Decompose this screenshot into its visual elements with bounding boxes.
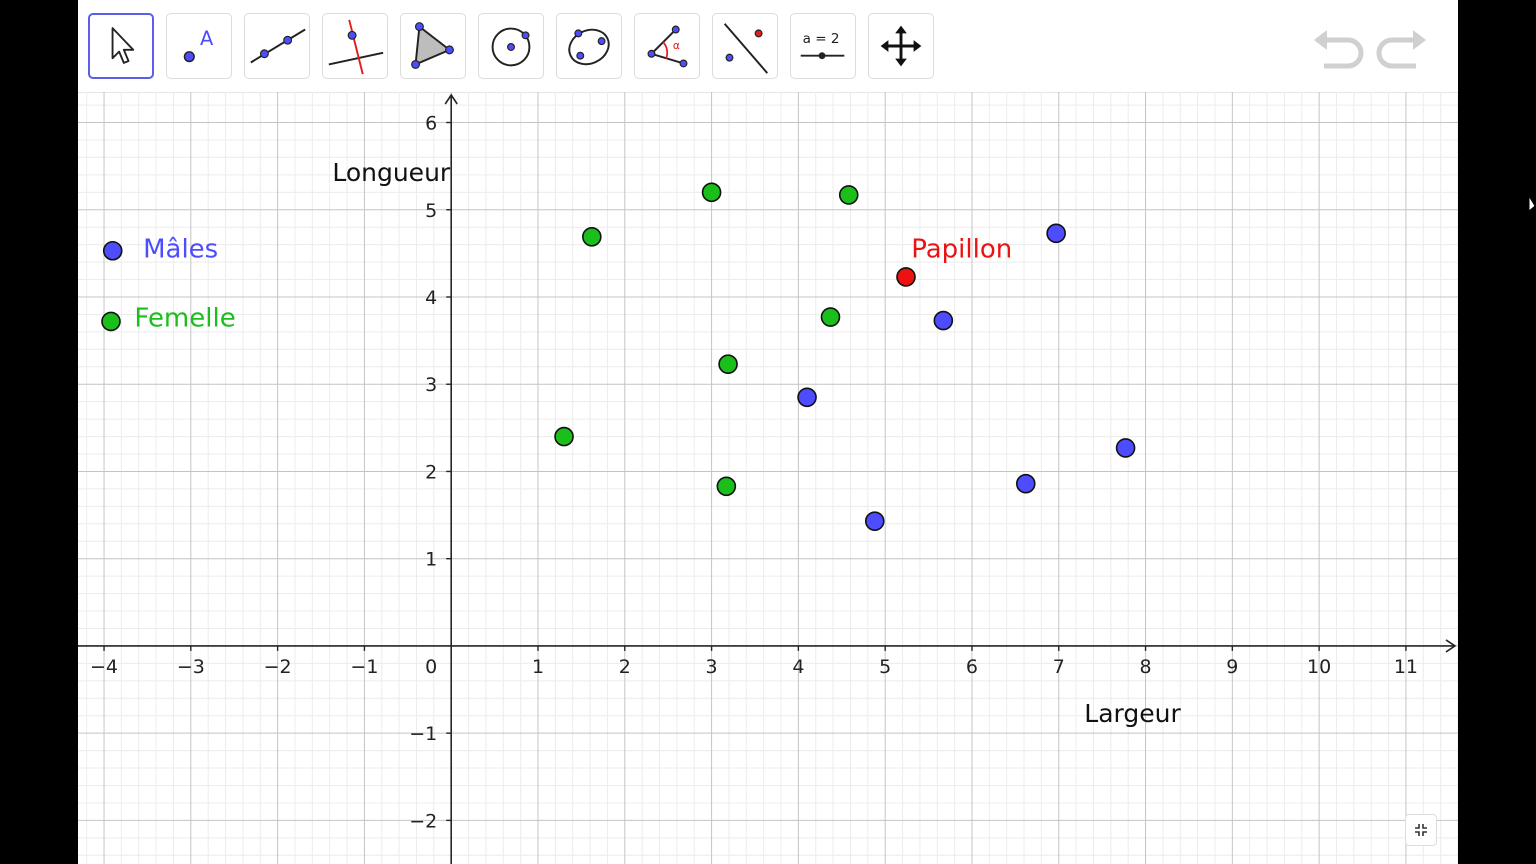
male-point[interactable]	[1015, 473, 1036, 494]
y-tick-label: 1	[425, 549, 437, 571]
redo-button[interactable]	[1374, 22, 1430, 74]
angle-tool-button[interactable]: α	[634, 13, 700, 79]
polygon-tool-button[interactable]	[400, 13, 466, 79]
female-point[interactable]	[716, 476, 737, 497]
x-tick-label: −4	[90, 656, 118, 678]
graphics-view[interactable]: −4 −3 −2 −1 1 2 3 4 5 6 7 8 9 10 11 −2 −1 1 2 3 4 5 6 0 Largeur L…	[78, 92, 1458, 864]
male-point[interactable]	[797, 387, 817, 408]
x-tick-label: −3	[177, 656, 205, 678]
cursor-arrow-icon	[1528, 194, 1536, 213]
reflect-tool-button[interactable]	[712, 13, 778, 79]
perpendicular-line-tool-button[interactable]	[322, 13, 388, 79]
toolbar: A	[78, 0, 1458, 93]
female-point[interactable]	[554, 426, 574, 447]
y-tick-label: 2	[425, 461, 437, 483]
x-tick-label: 11	[1394, 656, 1418, 678]
x-tick-label: 5	[879, 656, 891, 678]
y-tick-label: −2	[409, 810, 437, 832]
conic-tool-button[interactable]	[556, 13, 622, 79]
circle-tool-button[interactable]	[478, 13, 544, 79]
collapse-arrows-icon	[1415, 824, 1427, 836]
legend-male-marker[interactable]	[102, 240, 123, 261]
x-tick-label: 7	[1053, 656, 1065, 678]
x-tick-label: 9	[1226, 656, 1238, 678]
ellipse-icon	[568, 28, 610, 66]
x-tick-label: 8	[1140, 656, 1152, 678]
x-tick-label: 4	[792, 656, 804, 678]
perpendicular-line-icon	[328, 19, 384, 75]
polygon-icon	[411, 22, 454, 69]
move-tool-button[interactable]	[88, 13, 154, 79]
undo-button[interactable]	[1310, 22, 1366, 74]
redo-icon	[1376, 30, 1426, 69]
move-arrows-icon	[880, 25, 922, 67]
papillon-label: Papillon	[911, 235, 1012, 265]
x-tick-label: 6	[966, 656, 978, 678]
slider-icon: a = 2	[800, 31, 845, 60]
move-graphics-tool-button[interactable]	[868, 13, 934, 79]
circle-center-point-icon	[491, 27, 531, 67]
male-point[interactable]	[864, 511, 885, 531]
y-tick-label: 5	[425, 200, 437, 222]
point-tool-glyph: A	[200, 27, 214, 50]
point-a-icon: A	[183, 27, 214, 63]
papillon-point[interactable]	[896, 267, 916, 287]
x-tick-label: −1	[350, 656, 378, 678]
point-tool-button[interactable]: A	[166, 13, 232, 79]
y-axis-arrow	[444, 93, 458, 105]
coordinate-plane[interactable]: −4 −3 −2 −1 1 2 3 4 5 6 7 8 9 10 11 −2 −1 1 2 3 4 5 6 0 Largeur L…	[78, 92, 1458, 864]
angle-tool-glyph: α	[673, 39, 680, 52]
female-point[interactable]	[582, 227, 602, 247]
y-axis-title: Longueur	[332, 158, 451, 187]
male-point[interactable]	[1115, 438, 1136, 458]
female-point[interactable]	[820, 307, 841, 327]
angle-icon: α	[647, 25, 688, 68]
x-axis-title: Largeur	[1084, 699, 1181, 728]
line-tool-button[interactable]	[244, 13, 310, 79]
reflect-about-line-icon	[723, 23, 769, 74]
y-tick-label: 3	[425, 374, 437, 396]
x-tick-label: 3	[706, 656, 718, 678]
y-tick-label: −1	[409, 723, 437, 745]
slider-tool-button[interactable]: a = 2	[790, 13, 856, 79]
origin-label: 0	[425, 656, 437, 678]
female-point[interactable]	[701, 182, 722, 203]
line-through-points-icon	[250, 28, 306, 64]
female-point[interactable]	[838, 185, 859, 205]
male-point[interactable]	[1046, 223, 1066, 244]
undo-icon	[1314, 30, 1364, 69]
x-tick-label: −2	[264, 656, 292, 678]
x-axis-arrow	[1445, 639, 1457, 653]
geogebra-app: A	[78, 0, 1458, 864]
legend-male-label: Mâles	[143, 235, 218, 265]
x-tick-label: 1	[532, 656, 544, 678]
male-point[interactable]	[933, 310, 954, 331]
x-tick-label: 10	[1307, 656, 1331, 678]
slider-tool-glyph: a = 2	[803, 31, 840, 47]
x-tick-label: 2	[619, 656, 631, 678]
y-tick-label: 6	[425, 113, 437, 135]
y-tick-label: 4	[425, 287, 437, 309]
fullscreen-toggle-button[interactable]	[1405, 814, 1437, 846]
female-point[interactable]	[718, 354, 738, 374]
legend-female-marker[interactable]	[101, 311, 121, 332]
pointer-arrow-icon	[111, 27, 135, 64]
legend-female-label: Femelle	[134, 304, 235, 334]
